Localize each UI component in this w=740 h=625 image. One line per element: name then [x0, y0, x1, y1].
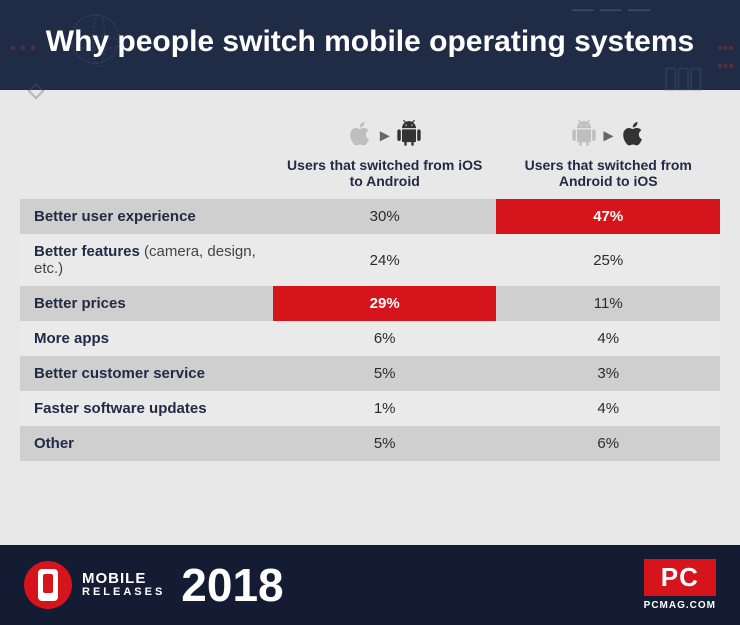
value-ios-to-android: 30% [273, 199, 497, 234]
android-icon [395, 120, 423, 151]
column-label: Users that switched from Android to iOS [502, 157, 714, 189]
value-ios-to-android: 1% [273, 391, 497, 426]
page-title: Why people switch mobile operating syste… [10, 24, 730, 60]
value-android-to-ios: 6% [496, 426, 720, 461]
table-row: More apps6%4% [20, 321, 720, 356]
infographic-container: • • • — — — •••••• ▯▯▯ Why people switch… [0, 0, 740, 625]
reason-label: Better customer service [20, 356, 273, 391]
value-ios-to-android: 24% [273, 234, 497, 286]
column-header-ios-to-android: ▸ Users that switched from iOS to Androi… [273, 110, 497, 199]
value-ios-to-android: 6% [273, 321, 497, 356]
reason-label: Other [20, 426, 273, 461]
reason-label: Better features (camera, design, etc.) [20, 234, 273, 286]
brand-site: PCMAG.COM [644, 600, 716, 611]
value-ios-to-android: 5% [273, 426, 497, 461]
value-android-to-ios: 47% [496, 199, 720, 234]
deco-square [28, 83, 45, 100]
footer-year: 2018 [181, 558, 283, 612]
reason-label: Faster software updates [20, 391, 273, 426]
deco-dots: — — — [572, 0, 650, 22]
value-android-to-ios: 25% [496, 234, 720, 286]
table-row: Better customer service5%3% [20, 356, 720, 391]
value-android-to-ios: 4% [496, 321, 720, 356]
arrow-right-icon: ▸ [380, 125, 389, 146]
deco-bars-icon: ▯▯▯ [662, 60, 700, 95]
table-row: Faster software updates1%4% [20, 391, 720, 426]
table-row: Better prices29%11% [20, 286, 720, 321]
column-label: Users that switched from iOS to Android [279, 157, 491, 189]
value-android-to-ios: 11% [496, 286, 720, 321]
value-ios-to-android: 5% [273, 356, 497, 391]
reason-label: More apps [20, 321, 273, 356]
apple-icon [346, 120, 374, 151]
column-header-android-to-ios: ▸ Users that switched from Android to iO… [496, 110, 720, 199]
arrow-right-icon: ▸ [604, 125, 613, 146]
footer: MOBILE RELEASES 2018 PC PCMAG.COM [0, 545, 740, 625]
footer-line1: MOBILE [82, 571, 165, 587]
reasons-table: ▸ Users that switched from iOS to Androi… [20, 110, 720, 461]
android-icon [570, 120, 598, 151]
reason-label: Better prices [20, 286, 273, 321]
brand-logo: PC [644, 559, 716, 596]
table-row: Better user experience30%47% [20, 199, 720, 234]
value-android-to-ios: 3% [496, 356, 720, 391]
brand: PC PCMAG.COM [644, 559, 716, 611]
table-row: Other5%6% [20, 426, 720, 461]
table-row: Better features (camera, design, etc.)24… [20, 234, 720, 286]
footer-line2: RELEASES [82, 587, 165, 599]
value-ios-to-android: 29% [273, 286, 497, 321]
phone-badge-icon [24, 561, 72, 609]
reason-label: Better user experience [20, 199, 273, 234]
apple-icon [619, 120, 647, 151]
value-android-to-ios: 4% [496, 391, 720, 426]
header: • • • — — — •••••• ▯▯▯ Why people switch… [0, 0, 740, 90]
